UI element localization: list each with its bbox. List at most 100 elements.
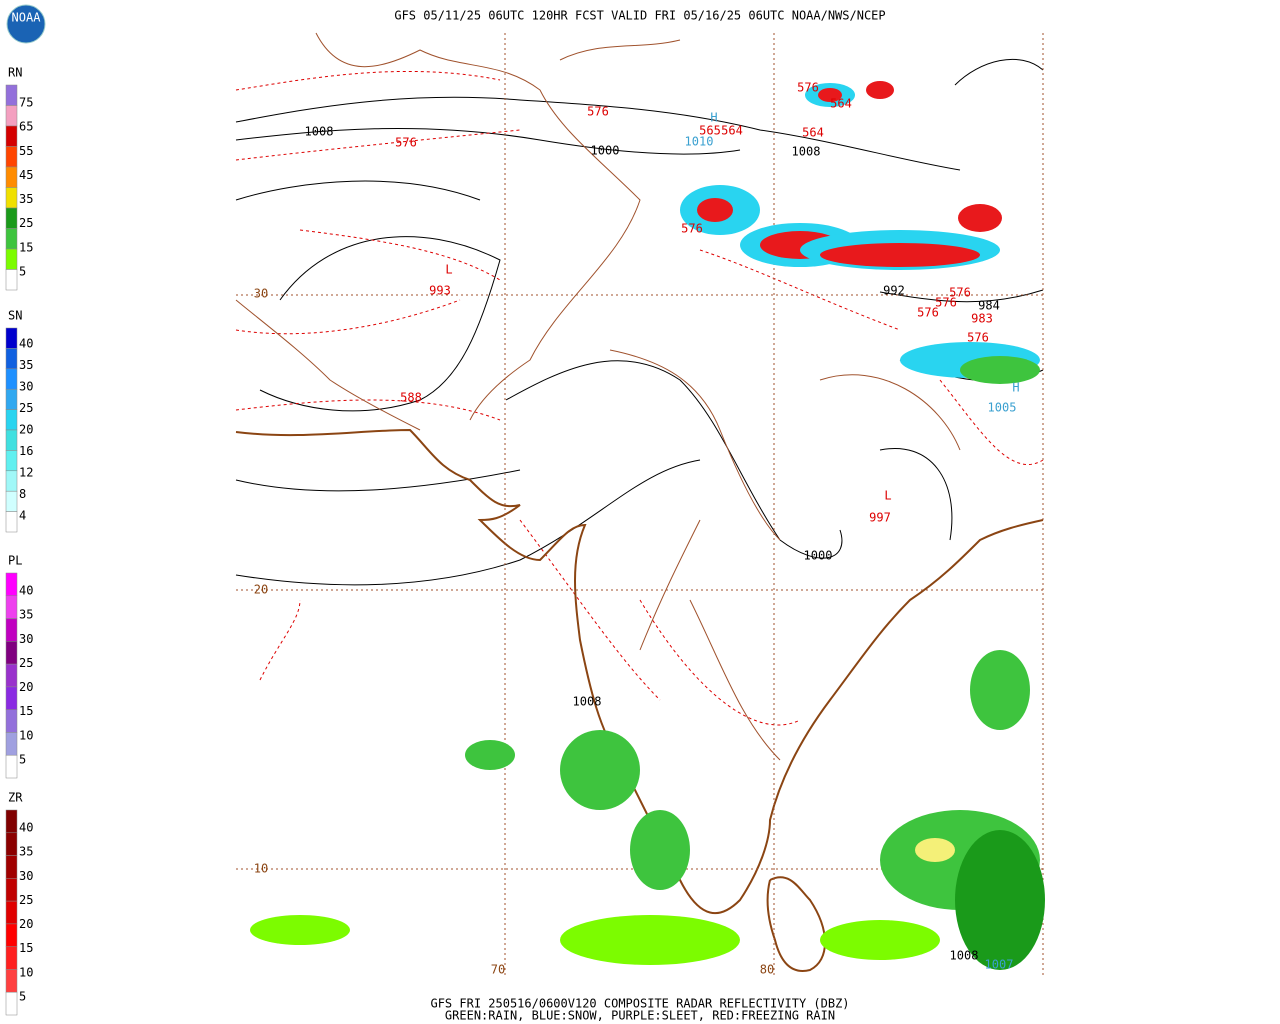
legend-label: 5	[19, 752, 26, 766]
map-label: 564	[721, 124, 743, 138]
legend-name: SN	[8, 309, 22, 323]
legend-swatch	[5, 878, 18, 902]
legend-label: 5	[19, 264, 26, 278]
legend-swatch	[5, 470, 18, 492]
map-label: 1000	[804, 549, 833, 563]
legend-label: 30	[19, 869, 33, 883]
legend-swatch	[5, 388, 18, 410]
legend-name: RN	[8, 66, 22, 80]
legend-swatch	[5, 923, 18, 947]
legend-swatch	[5, 969, 18, 993]
map-label: 20	[254, 583, 268, 597]
legend-swatch	[5, 105, 18, 127]
legend-swatch	[5, 809, 18, 834]
legend-swatch	[5, 686, 18, 710]
legend-label: 25	[19, 216, 33, 230]
map-label: 10	[254, 862, 268, 876]
map-label: 1007	[985, 958, 1014, 972]
footer-line2: GREEN:RAIN, BLUE:SNOW, PURPLE:SLEET, RED…	[445, 1009, 835, 1023]
legend-swatch	[5, 368, 18, 390]
map-label: H	[1012, 381, 1019, 395]
legend-swatch	[5, 900, 18, 925]
legend-swatch	[5, 490, 18, 512]
legend-label: 35	[19, 358, 33, 372]
map-label: 564	[830, 97, 852, 111]
map-label: 588	[400, 391, 422, 405]
title: GFS 05/11/25 06UTC 120HR FCST VALID FRI …	[394, 9, 885, 23]
legend-swatch	[5, 618, 18, 642]
legend-swatch	[5, 641, 18, 665]
map-label: 992	[883, 284, 905, 298]
legend-name: PL	[8, 554, 22, 568]
map-label: 984	[978, 299, 1000, 313]
legend-name: ZR	[8, 791, 23, 805]
legend-swatch	[5, 409, 18, 431]
legend-swatch	[5, 84, 18, 106]
legend-swatch	[5, 248, 18, 270]
map-label: 576	[935, 296, 957, 310]
legend-swatch	[5, 663, 18, 688]
legend-swatch	[5, 595, 18, 619]
legend-swatch	[5, 269, 18, 291]
map-label: H	[710, 111, 717, 125]
legend-label: 10	[19, 965, 33, 979]
legend-swatch	[5, 732, 18, 756]
map-label: 1010	[685, 135, 714, 149]
map-label: 1008	[305, 125, 334, 139]
legend-label: 45	[19, 168, 33, 182]
map-label: 30	[254, 287, 268, 301]
legend-swatch	[5, 125, 18, 147]
legend-label: 40	[19, 821, 33, 835]
legend-swatch	[5, 709, 18, 733]
map-label: 576	[395, 136, 417, 150]
legend-swatch	[5, 228, 18, 250]
legend-label: 5	[19, 989, 26, 1003]
map-label: 576	[587, 105, 609, 119]
legend-swatch	[5, 348, 18, 370]
legend-label: 16	[19, 444, 33, 458]
map-label: L	[884, 489, 891, 503]
legend-label: 30	[19, 632, 33, 646]
legend-label: 25	[19, 893, 33, 907]
legend-swatch	[5, 327, 18, 349]
legend-label: 25	[19, 656, 33, 670]
legend-label: 35	[19, 608, 33, 622]
map-label: 70	[491, 963, 505, 977]
legend-swatch	[5, 166, 18, 188]
map-frame	[236, 33, 1043, 977]
logo	[6, 4, 46, 44]
map-label: 1008	[573, 695, 602, 709]
legend-label: 65	[19, 120, 33, 134]
precipitation	[250, 81, 1045, 970]
map-label: 1008	[950, 949, 979, 963]
map-label: 576	[967, 331, 989, 345]
legend-label: 20	[19, 917, 33, 931]
legend-label: 4	[19, 508, 26, 522]
legend-label: 35	[19, 845, 33, 859]
map-label: 564	[802, 126, 824, 140]
legend-swatch	[5, 429, 18, 451]
legend-swatch	[5, 146, 18, 168]
legend-swatch	[5, 207, 18, 229]
logo-text: NOAA	[12, 11, 42, 25]
legend-label: 10	[19, 728, 33, 742]
legend-label: 15	[19, 941, 33, 955]
map-label: 80	[760, 963, 774, 977]
legend-swatch	[5, 187, 18, 209]
legend-label: 12	[19, 465, 33, 479]
legend-label: 20	[19, 423, 33, 437]
legend-label: 15	[19, 240, 33, 254]
legend-label: 8	[19, 487, 26, 501]
map-label: 997	[869, 511, 891, 525]
map-label: 1000	[591, 144, 620, 158]
legend-swatch	[5, 832, 18, 856]
map-label: 1005	[988, 401, 1017, 415]
legend-swatch	[5, 572, 18, 597]
legend-label: 15	[19, 704, 33, 718]
legend-label: 25	[19, 401, 33, 415]
legend-swatch	[5, 855, 18, 879]
footer-line1: GFS FRI 250516/0600V120 COMPOSITE RADAR …	[430, 997, 849, 1011]
map-label: 576	[917, 306, 939, 320]
map-label: 576	[797, 81, 819, 95]
